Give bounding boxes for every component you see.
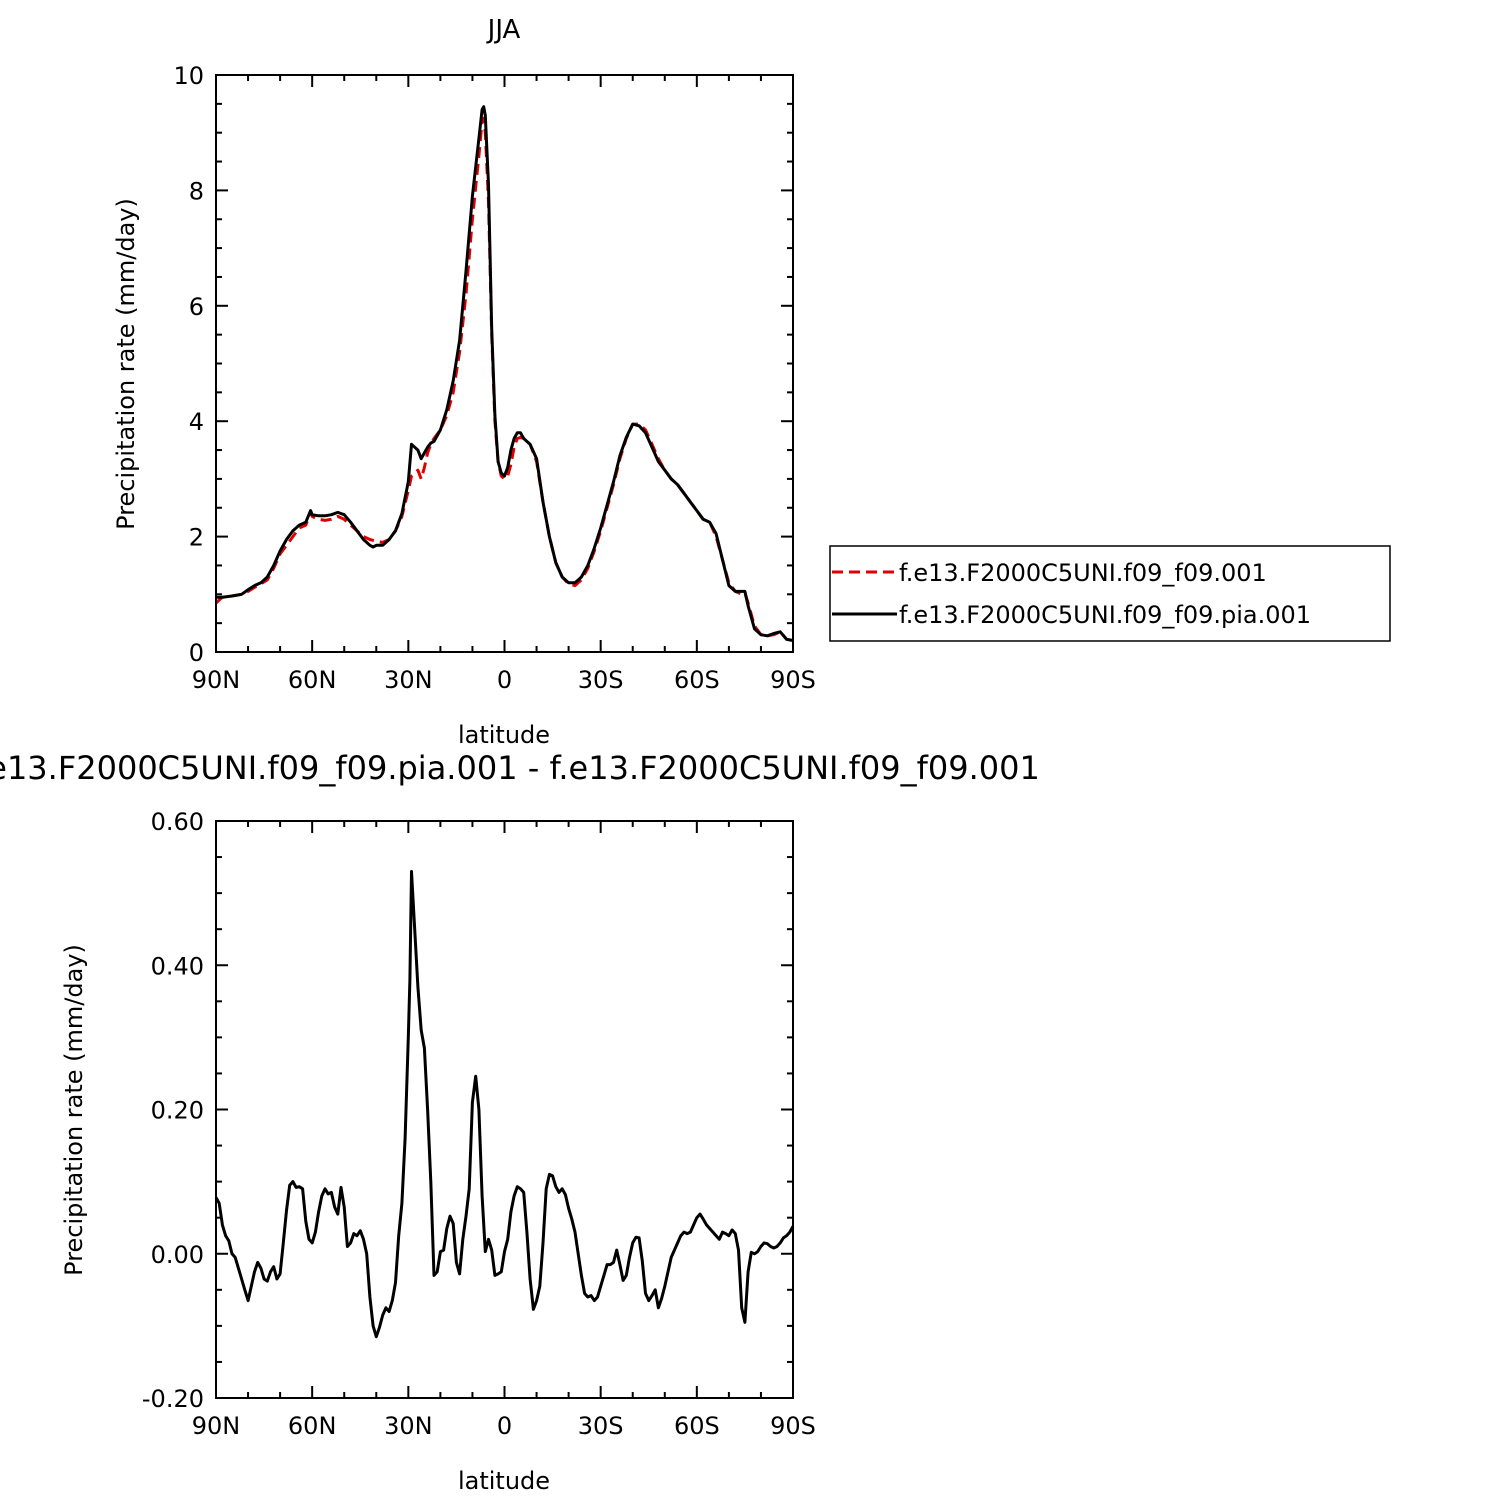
- chart2-y-tick-label: 0.60: [151, 808, 204, 836]
- legend: f.e13.F2000C5UNI.f09_f09.001 f.e13.F2000…: [829, 545, 1391, 642]
- chart1-y-tick-label: 6: [189, 293, 204, 321]
- chart2-x-tick-label: 0: [497, 1412, 512, 1440]
- chart1-x-tick-label: 90S: [770, 666, 816, 694]
- chart1-y-tick-label: 2: [189, 524, 204, 552]
- bottom-chart-x-tick-labels: 90N 60N 30N 0 30S 60S 90S: [192, 1412, 816, 1440]
- chart2-x-tick-label: 30N: [384, 1412, 433, 1440]
- legend-box: [829, 545, 1391, 642]
- chart2-y-tick-label: 0.00: [151, 1241, 204, 1269]
- chart2-x-tick-label: 90N: [192, 1412, 241, 1440]
- top-chart-ticks: [215, 74, 794, 653]
- chart1-x-tick-label: 30N: [384, 666, 433, 694]
- top-chart-y-tick-labels: 0 2 4 6 8 10: [173, 62, 204, 667]
- bottom-chart-panel: f.e13.F2000C5UNI.f09_f09.pia.001 - f.e13…: [0, 749, 1040, 1495]
- chart1-x-tick-label: 60S: [674, 666, 720, 694]
- bottom-chart-x-axis-label: latitude: [458, 1467, 550, 1495]
- top-chart-panel: JJA 0 2 4 6 8 10 90N 60N 30N 0 30S 60S 90S latitude…: [112, 15, 1391, 749]
- chart1-y-tick-label: 4: [189, 408, 204, 436]
- chart2-y-tick-label: -0.20: [142, 1385, 204, 1413]
- chart2-y-tick-label: 0.20: [151, 1097, 204, 1125]
- chart2-x-tick-label: 90S: [770, 1412, 816, 1440]
- bottom-chart-y-axis-label: Precipitation rate (mm/day): [60, 944, 88, 1276]
- chart1-x-tick-label: 90N: [192, 666, 241, 694]
- top-chart-title: JJA: [486, 15, 521, 45]
- chart1-x-tick-label: 60N: [288, 666, 337, 694]
- top-chart-x-tick-labels: 90N 60N 30N 0 30S 60S 90S: [192, 666, 816, 694]
- chart1-y-tick-label: 10: [173, 62, 204, 90]
- bottom-chart-plot-frame: [215, 820, 794, 1399]
- chart2-x-tick-label: 60N: [288, 1412, 337, 1440]
- bottom-chart-series-group: [214, 870, 795, 1339]
- top-chart-series-group: [214, 105, 794, 642]
- legend-label-series-1: f.e13.F2000C5UNI.f09_f09.001: [899, 559, 1267, 587]
- chart1-series-1-line: [214, 116, 794, 642]
- chart1-y-tick-label: 0: [189, 639, 204, 667]
- chart1-y-tick-label: 8: [189, 177, 204, 205]
- chart1-x-tick-label: 30S: [578, 666, 624, 694]
- chart2-series-1-line: [214, 870, 795, 1339]
- top-chart-plot-frame: [215, 74, 794, 653]
- chart2-x-tick-label: 30S: [578, 1412, 624, 1440]
- top-chart-y-axis-label: Precipitation rate (mm/day): [112, 198, 140, 530]
- bottom-chart-ticks: [215, 820, 794, 1399]
- chart2-y-tick-label: 0.40: [151, 952, 204, 980]
- chart2-x-tick-label: 60S: [674, 1412, 720, 1440]
- legend-label-series-2: f.e13.F2000C5UNI.f09_f09.pia.001: [899, 601, 1311, 629]
- top-chart-x-axis-label: latitude: [458, 721, 550, 749]
- bottom-chart-title: f.e13.F2000C5UNI.f09_f09.pia.001 - f.e13…: [0, 749, 1040, 787]
- chart1-series-2-line: [216, 105, 794, 642]
- chart1-x-tick-label: 0: [497, 666, 512, 694]
- bottom-chart-y-tick-labels: -0.20 0.00 0.20 0.40 0.60: [142, 808, 204, 1413]
